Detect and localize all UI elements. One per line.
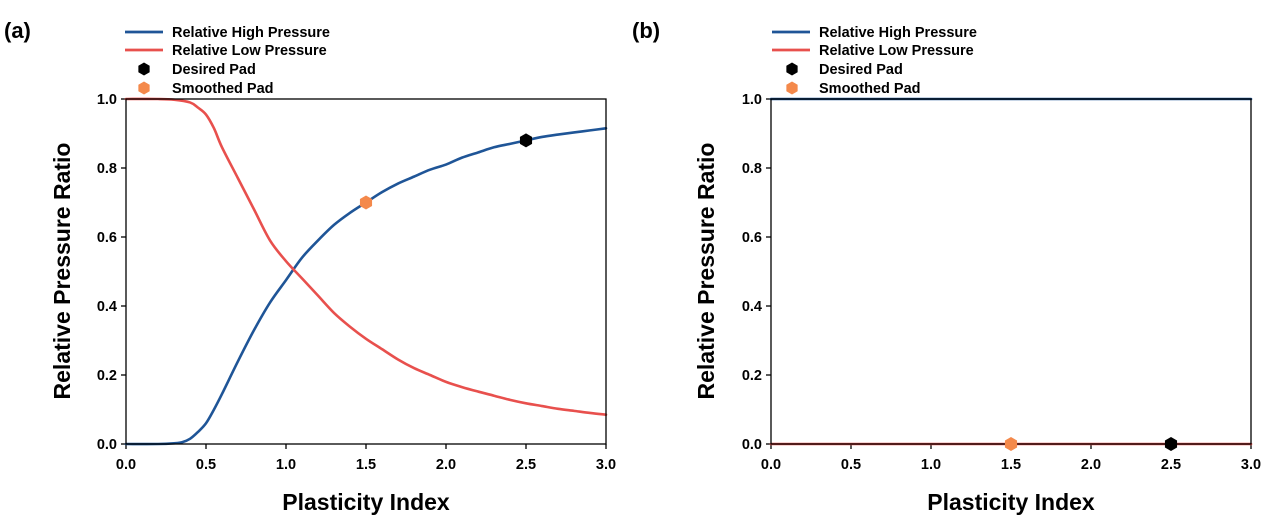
x-tick-label: 0.5	[841, 457, 861, 473]
x-axis-title: Plasticity Index	[282, 489, 450, 515]
y-tick-label: 0.4	[742, 299, 762, 315]
x-tick-label: 1.5	[356, 457, 376, 473]
chart-panel-b: (b) Relative High Pressure Relative Low …	[632, 18, 1261, 515]
x-tick-label: 2.0	[1081, 457, 1101, 473]
axis-ticks: 0.0 0.5 1.0 1.5 2.0 2.5 3.0 0.0 0.2 0.4 0.6 0.8 1.0	[97, 92, 616, 473]
x-tick-label: 2.0	[436, 457, 456, 473]
legend-marker-desired	[786, 62, 798, 76]
y-tick-label: 0.6	[97, 230, 117, 246]
panel-label: (b)	[632, 18, 660, 43]
y-tick-label: 0.2	[97, 368, 117, 384]
y-tick-label: 0.6	[742, 230, 762, 246]
legend-marker-smoothed	[786, 81, 798, 95]
y-tick-label: 1.0	[97, 92, 117, 108]
legend-entry-low: Relative Low Pressure	[772, 43, 974, 59]
data-point-desired-pad	[519, 133, 533, 148]
y-tick-label: 0.0	[742, 437, 762, 453]
data-markers	[1004, 437, 1178, 451]
legend-label-smoothed: Smoothed Pad	[172, 81, 274, 97]
y-tick-label: 0.8	[742, 161, 762, 177]
y-axis-title: Relative Pressure Ratio	[693, 143, 719, 400]
x-tick-label: 2.5	[516, 457, 536, 473]
x-tick-label: 0.5	[196, 457, 216, 473]
x-tick-label: 3.0	[1241, 457, 1261, 473]
data-series	[769, 97, 1253, 446]
legend-entry-desired: Desired Pad	[786, 62, 903, 78]
x-tick-label: 0.0	[116, 457, 136, 473]
series-line-relative-low-pressure	[124, 97, 608, 416]
legend-label-high: Relative High Pressure	[819, 25, 977, 41]
data-series	[124, 97, 608, 446]
panel-label: (a)	[4, 18, 31, 43]
y-tick-label: 1.0	[742, 92, 762, 108]
data-markers	[359, 133, 533, 210]
y-axis-title: Relative Pressure Ratio	[49, 143, 75, 400]
chart-panel-a: (a) Relative High Pressure Relative Low …	[4, 18, 616, 515]
x-tick-label: 1.5	[1001, 457, 1021, 473]
y-tick-label: 0.4	[97, 299, 117, 315]
x-axis-title: Plasticity Index	[927, 489, 1095, 515]
legend-entry-smoothed: Smoothed Pad	[786, 81, 921, 97]
y-tick-label: 0.2	[742, 368, 762, 384]
series-line-relative-high-pressure	[124, 127, 608, 446]
legend-label-smoothed: Smoothed Pad	[819, 81, 921, 97]
legend-entry-high: Relative High Pressure	[772, 25, 977, 41]
axis-ticks: 0.0 0.5 1.0 1.5 2.0 2.5 3.0 0.0 0.2 0.4 0.6 0.8 1.0	[742, 92, 1261, 473]
x-tick-label: 3.0	[596, 457, 616, 473]
legend-label-high: Relative High Pressure	[172, 25, 330, 41]
legend-label-desired: Desired Pad	[172, 62, 256, 78]
legend-label-low: Relative Low Pressure	[172, 43, 327, 59]
plot-frame	[770, 98, 1252, 445]
legend-entry-high: Relative High Pressure	[125, 25, 330, 41]
legend-entry-smoothed: Smoothed Pad	[138, 81, 274, 97]
plot-frame	[125, 98, 607, 445]
legend-label-low: Relative Low Pressure	[819, 43, 974, 59]
x-tick-label: 1.0	[921, 457, 941, 473]
legend: Relative High Pressure Relative Low Pres…	[772, 25, 977, 97]
legend-entry-low: Relative Low Pressure	[125, 43, 327, 59]
y-tick-label: 0.8	[97, 161, 117, 177]
legend-marker-desired	[138, 62, 150, 76]
x-tick-label: 1.0	[276, 457, 296, 473]
legend-entry-desired: Desired Pad	[138, 62, 256, 78]
legend-label-desired: Desired Pad	[819, 62, 903, 78]
x-tick-label: 0.0	[761, 457, 781, 473]
legend: Relative High Pressure Relative Low Pres…	[125, 25, 330, 97]
legend-marker-smoothed	[138, 81, 150, 95]
x-tick-label: 2.5	[1161, 457, 1181, 473]
data-point-smoothed-pad	[359, 195, 373, 210]
data-point-desired-pad	[1164, 437, 1178, 451]
data-point-smoothed-pad	[1004, 437, 1018, 451]
y-tick-label: 0.0	[97, 437, 117, 453]
